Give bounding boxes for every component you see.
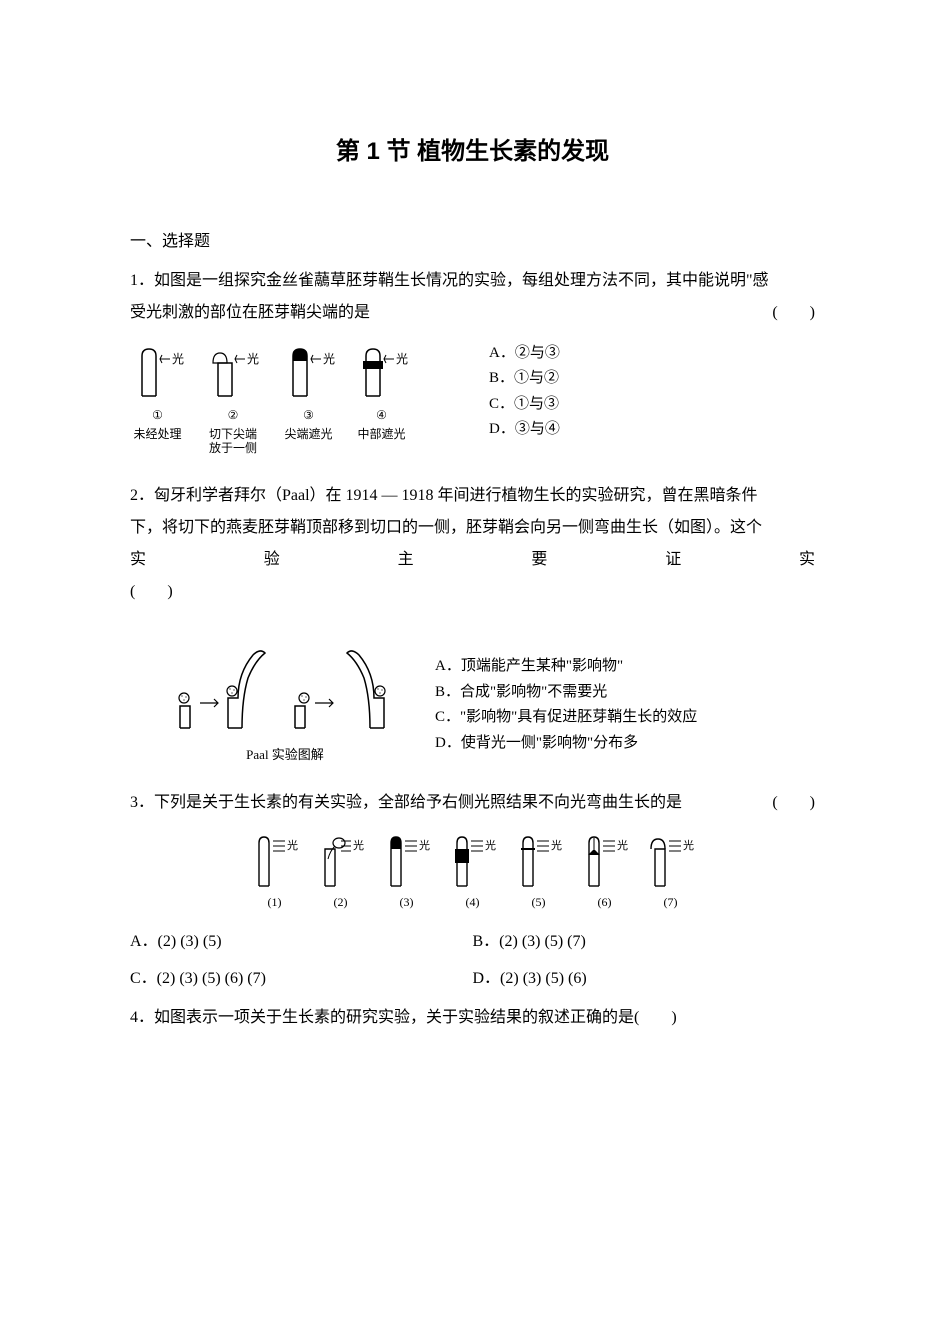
q1-item-4: 光 ④ 中部遮光: [354, 341, 409, 441]
q1-item-1: 光 ① 未经处理: [130, 341, 185, 441]
q2-figure-row: Paal 实验图解 A．顶端能产生某种"影响物" B．合成"影响物"不需要光 C…: [170, 643, 815, 766]
q3-item-3-num: (3): [400, 892, 414, 914]
svg-text:光: 光: [287, 838, 298, 852]
q1-option-b: B．①与②: [489, 366, 560, 392]
q3-item-4-num: (4): [466, 892, 480, 914]
q1-figure-row: 光 ① 未经处理 光 ② 切下尖端 放于一侧 光: [130, 341, 815, 455]
q2-caption: Paal 实验图解: [246, 743, 324, 766]
q1-item-2-label: 切下尖端 放于一侧: [209, 427, 257, 456]
q2-option-b: B．合成"影响物"不需要光: [435, 680, 697, 706]
q2-diagram: Paal 实验图解: [170, 643, 400, 766]
q2-text-line1: 2．匈牙利学者拜尔（Paal）在 1914 — 1918 年间进行植物生长的实验…: [130, 480, 815, 512]
q3-item-7: 光 (7): [647, 831, 695, 914]
q3-item-5: 光 (5): [515, 831, 563, 914]
q2-option-d: D．使背光一侧"影响物"分布多: [435, 731, 697, 757]
svg-text:光: 光: [353, 838, 364, 852]
q3-text-left: 3．下列是关于生长素的有关实验，全部给予右侧光照结果不向光弯曲生长的是: [130, 787, 682, 819]
svg-text:光: 光: [551, 838, 562, 852]
coleoptile-tip-shaded-icon: 光: [281, 341, 336, 401]
q1-item-4-label: 中部遮光: [357, 427, 405, 441]
q3-coleoptile-7-icon: 光: [647, 831, 695, 889]
q1-text-line2-left: 受光刺激的部位在胚芽鞘尖端的是: [130, 297, 370, 329]
light-label: 光: [396, 352, 408, 366]
q2-option-a: A．顶端能产生某种"影响物": [435, 654, 697, 680]
q3-coleoptile-2-icon: 光: [317, 831, 365, 889]
page-title: 第 1 节 植物生长素的发现: [130, 130, 815, 173]
q1-option-c: C．①与③: [489, 392, 560, 418]
q3-text: 3．下列是关于生长素的有关实验，全部给予右侧光照结果不向光弯曲生长的是 ( ): [130, 787, 815, 819]
q3-coleoptile-6-icon: 光: [581, 831, 629, 889]
q1-text-line1: 1．如图是一组探究金丝雀虉草胚芽鞘生长情况的实验，每组处理方法不同，其中能说明"…: [130, 265, 815, 297]
q3-item-1-num: (1): [268, 892, 282, 914]
q3-options: A．(2) (3) (5) B．(2) (3) (5) (7) C．(2) (3…: [130, 928, 815, 994]
light-label: 光: [247, 352, 259, 366]
q3-item-2-num: (2): [334, 892, 348, 914]
q1-item-3: 光 ③ 尖端遮光: [281, 341, 336, 441]
svg-text:光: 光: [617, 838, 628, 852]
q3-item-7-num: (7): [664, 892, 678, 914]
q2-options: A．顶端能产生某种"影响物" B．合成"影响物"不需要光 C．"影响物"具有促进…: [435, 654, 697, 756]
q2-text-line3: 实 验 主 要 证 实: [130, 544, 815, 576]
q4-text: 4．如图表示一项关于生长素的研究实验，关于实验结果的叙述正确的是( ): [130, 1002, 815, 1034]
q3-coleoptile-3-icon: 光: [383, 831, 431, 889]
q1-option-a: A．②与③: [489, 341, 560, 367]
q3-coleoptile-4-icon: 光: [449, 831, 497, 889]
q2-option-c: C．"影响物"具有促进胚芽鞘生长的效应: [435, 705, 697, 731]
q3-option-c: C．(2) (3) (5) (6) (7): [130, 965, 473, 994]
light-label: 光: [323, 352, 335, 366]
q2-text-line2: 下，将切下的燕麦胚芽鞘顶部移到切口的一侧，胚芽鞘会向另一侧弯曲生长（如图）。这个: [130, 512, 815, 544]
q3-figure: 光 (1) 光 (2) 光 (3): [130, 831, 815, 914]
q3-blank: ( ): [772, 787, 815, 819]
paal-experiment-icon: [170, 643, 400, 738]
q3-option-a: A．(2) (3) (5): [130, 928, 473, 957]
q3-item-1: 光 (1): [251, 831, 299, 914]
q3-item-6-num: (6): [598, 892, 612, 914]
q1-item-4-num: ④: [376, 405, 387, 427]
q1-item-2-num: ②: [228, 405, 239, 427]
q1-item-3-num: ③: [303, 405, 314, 427]
q3-item-2: 光 (2): [317, 831, 365, 914]
section-heading: 一、选择题: [130, 228, 815, 257]
q1-item-1-label: 未经处理: [133, 427, 181, 441]
q3-option-d: D．(2) (3) (5) (6): [473, 965, 816, 994]
q3-item-4: 光 (4): [449, 831, 497, 914]
q2-text-line4: ( ): [130, 576, 815, 608]
q1-blank: ( ): [772, 297, 815, 329]
q1-item-2: 光 ② 切下尖端 放于一侧: [203, 341, 263, 455]
q3-coleoptile-1-icon: 光: [251, 831, 299, 889]
q3-item-3: 光 (3): [383, 831, 431, 914]
q1-diagram: 光 ① 未经处理 光 ② 切下尖端 放于一侧 光: [130, 341, 409, 455]
svg-text:光: 光: [683, 838, 694, 852]
q3-coleoptile-5-icon: 光: [515, 831, 563, 889]
q3-option-b: B．(2) (3) (5) (7): [473, 928, 816, 957]
q1-text-line2: 受光刺激的部位在胚芽鞘尖端的是 ( ): [130, 297, 815, 329]
coleoptile-tip-aside-icon: 光: [203, 341, 263, 401]
q1-option-d: D．③与④: [489, 417, 560, 443]
q3-item-6: 光 (6): [581, 831, 629, 914]
q3-item-5-num: (5): [532, 892, 546, 914]
q1-item-1-num: ①: [152, 405, 163, 427]
q1-options: A．②与③ B．①与② C．①与③ D．③与④: [489, 341, 560, 443]
light-label: 光: [172, 352, 184, 366]
svg-text:光: 光: [485, 838, 496, 852]
coleoptile-mid-shaded-icon: 光: [354, 341, 409, 401]
q1-item-3-label: 尖端遮光: [284, 427, 332, 441]
coleoptile-untreated-icon: 光: [130, 341, 185, 401]
svg-text:光: 光: [419, 838, 430, 852]
